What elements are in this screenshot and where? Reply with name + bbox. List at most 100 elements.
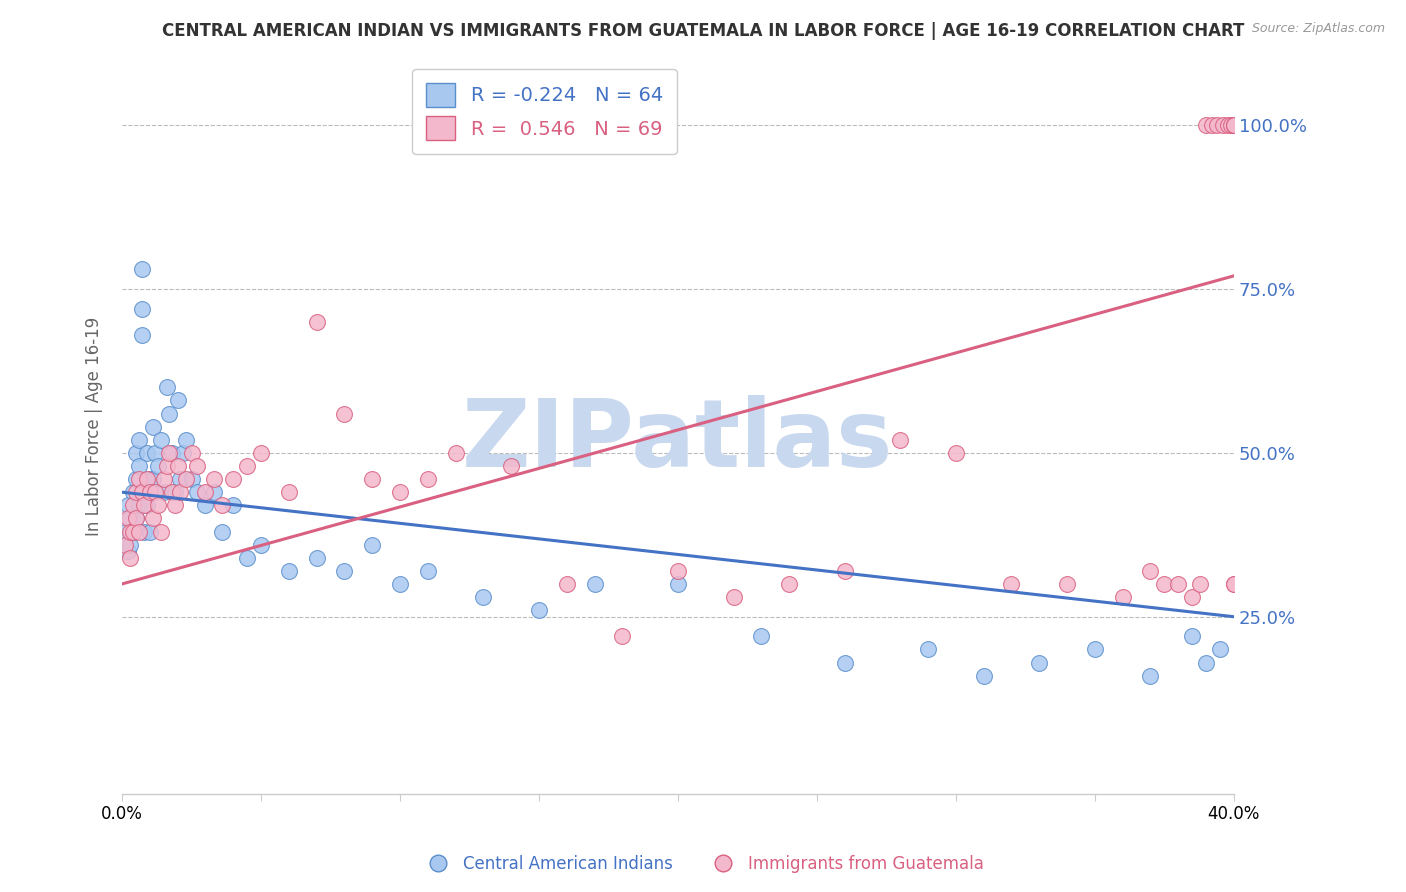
Point [149, 524, 172, 539]
Point [139, 524, 162, 539]
Point [1056, 577, 1078, 591]
Point [194, 498, 217, 512]
Point [114, 524, 136, 539]
Point [527, 603, 550, 617]
Point [125, 472, 148, 486]
Point [125, 446, 148, 460]
Point [361, 538, 384, 552]
Point [149, 433, 172, 447]
Point [236, 550, 259, 565]
Point [1189, 577, 1212, 591]
Point [134, 524, 156, 539]
Point [202, 472, 225, 486]
Point [131, 301, 153, 316]
Point [277, 564, 299, 578]
Text: ZIPatlas: ZIPatlas [463, 395, 894, 487]
Point [145, 446, 167, 460]
Point [117, 498, 139, 512]
Point [128, 498, 150, 512]
Point [180, 446, 202, 460]
Point [388, 485, 411, 500]
Point [174, 472, 197, 486]
Point [973, 669, 995, 683]
Point [211, 498, 233, 512]
Point [211, 524, 233, 539]
Point [166, 458, 188, 473]
Point [186, 458, 208, 473]
Point [122, 524, 145, 539]
Point [120, 524, 142, 539]
Point [163, 498, 186, 512]
Point [186, 485, 208, 500]
Point [142, 472, 165, 486]
Point [128, 433, 150, 447]
Point [120, 550, 142, 565]
Point [1220, 118, 1243, 132]
Point [1206, 118, 1229, 132]
Point [125, 511, 148, 525]
Point [194, 485, 217, 500]
Point [125, 485, 148, 500]
Point [834, 564, 856, 578]
Point [555, 577, 578, 591]
Point [163, 485, 186, 500]
Point [152, 485, 174, 500]
Point [120, 538, 142, 552]
Point [1212, 118, 1234, 132]
Point [152, 472, 174, 486]
Point [145, 485, 167, 500]
Point [250, 538, 273, 552]
Point [1153, 577, 1175, 591]
Point [160, 485, 183, 500]
Point [1218, 118, 1240, 132]
Point [361, 472, 384, 486]
Point [136, 498, 159, 512]
Point [128, 472, 150, 486]
Point [612, 629, 634, 643]
Point [120, 511, 142, 525]
Point [157, 446, 180, 460]
Point [778, 577, 800, 591]
Point [749, 629, 772, 643]
Point [1111, 590, 1133, 604]
Point [136, 446, 159, 460]
Point [1181, 590, 1204, 604]
Point [666, 564, 689, 578]
Point [142, 511, 165, 525]
Point [136, 472, 159, 486]
Point [128, 458, 150, 473]
Point [139, 472, 162, 486]
Point [1201, 118, 1223, 132]
Point [236, 458, 259, 473]
Point [277, 485, 299, 500]
Point [148, 458, 170, 473]
Point [122, 485, 145, 500]
Point [472, 590, 495, 604]
Text: CENTRAL AMERICAN INDIAN VS IMMIGRANTS FROM GUATEMALA IN LABOR FORCE | AGE 16-19 : CENTRAL AMERICAN INDIAN VS IMMIGRANTS FR… [162, 22, 1244, 40]
Point [945, 446, 967, 460]
Point [180, 472, 202, 486]
Point [222, 472, 245, 486]
Point [305, 550, 328, 565]
Point [131, 485, 153, 500]
Point [1223, 577, 1246, 591]
Point [1181, 629, 1204, 643]
Point [117, 511, 139, 525]
Point [1000, 577, 1022, 591]
Point [583, 577, 606, 591]
Point [142, 419, 165, 434]
Y-axis label: In Labor Force | Age 16-19: In Labor Force | Age 16-19 [86, 317, 103, 536]
Point [169, 472, 191, 486]
Point [125, 511, 148, 525]
Point [388, 577, 411, 591]
Point [157, 407, 180, 421]
Point [202, 485, 225, 500]
Point [155, 380, 177, 394]
Point [1028, 656, 1050, 670]
Point [172, 446, 194, 460]
Point [222, 498, 245, 512]
Point [666, 577, 689, 591]
Point [131, 327, 153, 342]
Point [1223, 118, 1246, 132]
Point [160, 446, 183, 460]
